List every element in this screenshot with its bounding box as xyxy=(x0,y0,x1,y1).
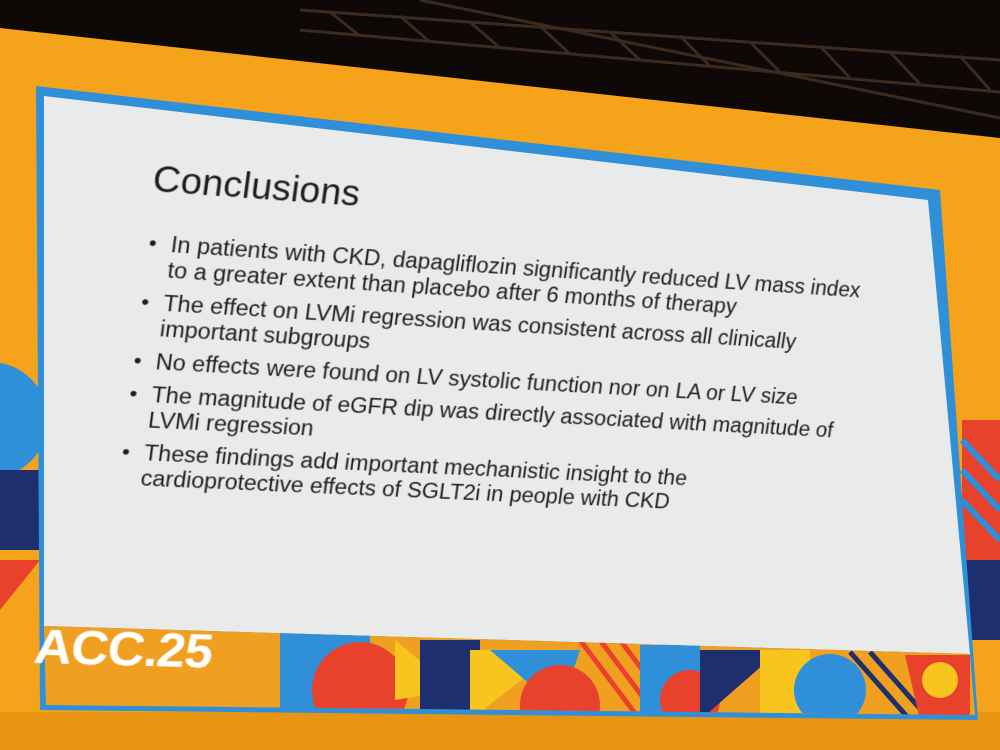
conference-logo-text: ACC.25 xyxy=(31,621,215,678)
slide-title: Conclusions xyxy=(150,160,362,216)
bullet-list: In patients with CKD, dapagliflozin sign… xyxy=(116,231,864,528)
slide-content: Conclusions In patients with CKD, dapagl… xyxy=(14,92,920,701)
